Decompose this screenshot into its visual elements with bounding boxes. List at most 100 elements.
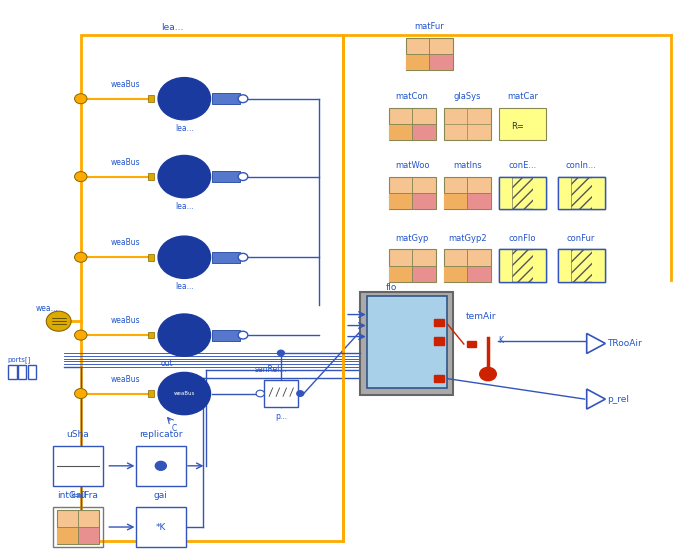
Bar bbox=[406, 38, 453, 70]
Bar bbox=[512, 249, 533, 282]
Text: weaBus: weaBus bbox=[111, 316, 141, 325]
Text: p...: p... bbox=[275, 412, 287, 421]
Text: matCon: matCon bbox=[396, 92, 428, 101]
Text: p_rel: p_rel bbox=[607, 395, 629, 404]
Circle shape bbox=[256, 390, 264, 397]
Bar bbox=[467, 340, 475, 347]
Text: replicator: replicator bbox=[139, 430, 182, 439]
Bar bbox=[592, 249, 605, 282]
Bar bbox=[558, 177, 570, 210]
Bar bbox=[360, 292, 453, 395]
Circle shape bbox=[158, 78, 211, 120]
Text: matFur: matFur bbox=[414, 22, 444, 31]
Text: k=0: k=0 bbox=[70, 491, 86, 500]
Bar bbox=[148, 173, 154, 180]
Bar bbox=[412, 266, 435, 282]
Bar bbox=[57, 527, 78, 544]
Text: lea...: lea... bbox=[175, 202, 193, 211]
Bar bbox=[78, 527, 99, 544]
Text: conIn...: conIn... bbox=[565, 162, 597, 170]
Bar bbox=[389, 193, 412, 210]
Text: wea...: wea... bbox=[36, 304, 59, 313]
Circle shape bbox=[75, 330, 87, 340]
Text: glaSys: glaSys bbox=[453, 92, 481, 101]
Bar bbox=[434, 375, 444, 382]
Bar bbox=[57, 510, 99, 544]
Text: uSha: uSha bbox=[67, 430, 89, 439]
Text: conE...: conE... bbox=[509, 162, 536, 170]
Circle shape bbox=[277, 350, 284, 356]
Bar bbox=[558, 249, 605, 282]
Bar bbox=[558, 249, 570, 282]
Bar bbox=[212, 93, 240, 105]
Bar bbox=[499, 108, 546, 140]
Bar bbox=[434, 337, 444, 345]
Bar bbox=[558, 249, 605, 282]
Text: weaBus: weaBus bbox=[174, 391, 195, 396]
Text: gai: gai bbox=[154, 491, 168, 500]
Bar bbox=[28, 365, 36, 378]
Text: lea...: lea... bbox=[175, 124, 193, 132]
Bar bbox=[444, 266, 467, 282]
Bar bbox=[53, 446, 103, 486]
Bar bbox=[412, 124, 435, 140]
Bar bbox=[18, 365, 26, 378]
Bar bbox=[263, 380, 298, 408]
Bar bbox=[533, 177, 546, 210]
Bar bbox=[499, 177, 512, 210]
Circle shape bbox=[75, 389, 87, 399]
Circle shape bbox=[238, 331, 248, 339]
Text: lea...: lea... bbox=[175, 282, 193, 291]
Bar bbox=[212, 330, 240, 340]
Text: matIns: matIns bbox=[453, 162, 482, 170]
Bar bbox=[8, 365, 17, 378]
Bar bbox=[389, 124, 412, 140]
Bar bbox=[499, 177, 546, 210]
Bar bbox=[148, 96, 154, 102]
Circle shape bbox=[158, 155, 211, 198]
Bar bbox=[406, 54, 430, 70]
Bar bbox=[558, 177, 605, 210]
Bar bbox=[148, 390, 154, 397]
Bar bbox=[570, 249, 592, 282]
Text: out: out bbox=[161, 359, 173, 368]
Bar bbox=[212, 171, 240, 182]
Circle shape bbox=[46, 311, 71, 331]
Bar bbox=[467, 266, 491, 282]
Text: weaBus: weaBus bbox=[111, 375, 141, 383]
Bar bbox=[136, 446, 186, 486]
Bar bbox=[444, 249, 491, 282]
Circle shape bbox=[155, 461, 166, 470]
Text: flo: flo bbox=[385, 283, 396, 292]
Text: conFlo: conFlo bbox=[509, 234, 536, 243]
Text: K: K bbox=[498, 336, 503, 345]
Bar bbox=[389, 177, 435, 210]
Bar bbox=[533, 249, 546, 282]
Text: *K: *K bbox=[156, 523, 166, 532]
Bar bbox=[558, 177, 605, 210]
Circle shape bbox=[75, 94, 87, 104]
Text: matCar: matCar bbox=[507, 92, 538, 101]
Text: R=: R= bbox=[511, 122, 524, 131]
Bar bbox=[212, 252, 240, 263]
Bar bbox=[53, 507, 103, 547]
Bar bbox=[444, 193, 467, 210]
Bar bbox=[136, 507, 186, 547]
Bar bbox=[512, 177, 533, 210]
Circle shape bbox=[238, 173, 248, 181]
Bar bbox=[499, 177, 546, 210]
Text: weaBus: weaBus bbox=[111, 158, 141, 167]
Bar bbox=[389, 249, 435, 282]
Bar bbox=[444, 108, 491, 140]
Bar bbox=[148, 254, 154, 260]
Bar bbox=[499, 249, 546, 282]
Circle shape bbox=[158, 372, 211, 415]
Bar bbox=[412, 193, 435, 210]
Bar bbox=[467, 193, 491, 210]
Text: matGyp2: matGyp2 bbox=[448, 234, 486, 243]
Bar bbox=[389, 108, 435, 140]
Text: intGaiFra: intGaiFra bbox=[58, 491, 98, 500]
Text: matWoo: matWoo bbox=[395, 162, 430, 170]
Circle shape bbox=[297, 391, 304, 396]
Bar bbox=[367, 296, 446, 388]
